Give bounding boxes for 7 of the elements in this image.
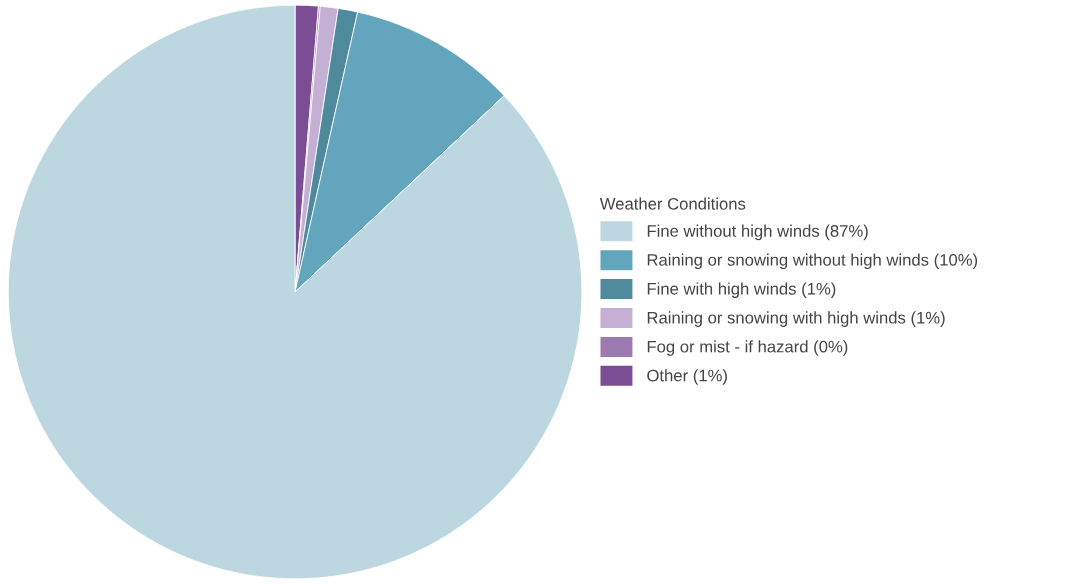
legend-label: Fog or mist - if hazard (0%) bbox=[647, 340, 848, 356]
legend-title: Weather Conditions bbox=[599, 197, 746, 210]
legend-label: Fine with high winds (1%) bbox=[647, 282, 836, 298]
legend-label: Raining or snowing with high winds (1%) bbox=[647, 311, 945, 327]
legend-label: Other (1%) bbox=[647, 369, 727, 385]
legend-label: Fine without high winds (87%) bbox=[647, 224, 868, 241]
legend-label: Raining or snowing without high winds (10%) bbox=[647, 253, 978, 270]
